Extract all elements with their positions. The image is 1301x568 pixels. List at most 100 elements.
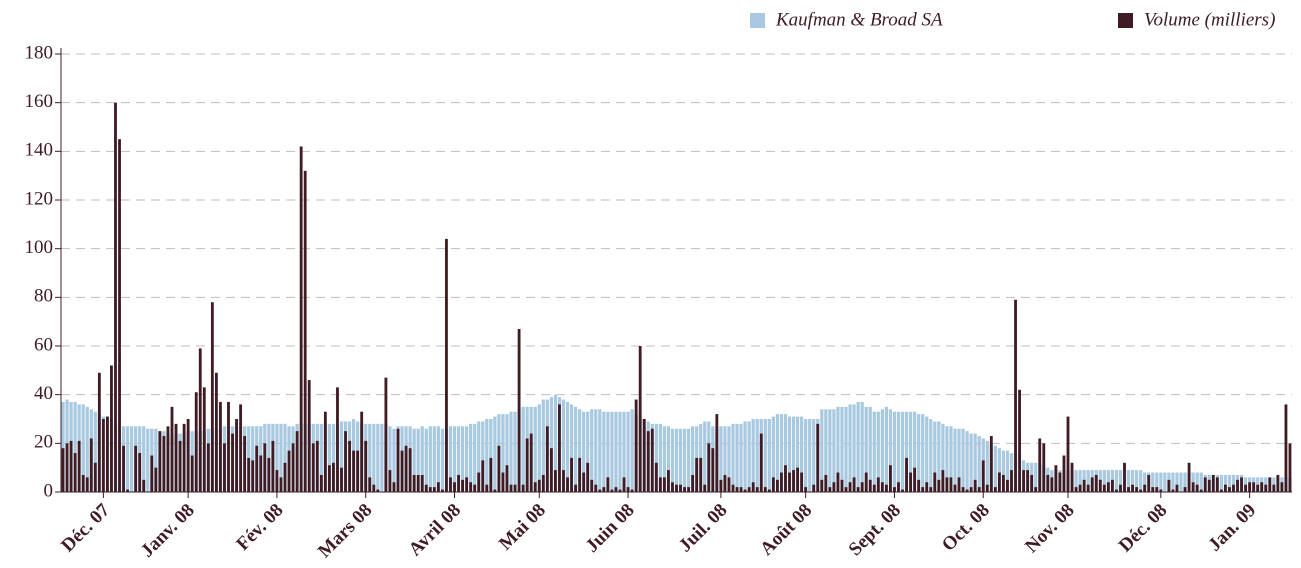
bar bbox=[1119, 484, 1122, 492]
bar bbox=[537, 479, 541, 492]
bar bbox=[792, 470, 795, 492]
bar bbox=[933, 421, 937, 492]
bar bbox=[788, 472, 791, 492]
x-tick-label: Déc. 08 bbox=[1115, 500, 1172, 557]
bar bbox=[945, 477, 949, 492]
x-tick-label: Mai 08 bbox=[495, 500, 550, 555]
bar bbox=[432, 487, 436, 492]
bar bbox=[993, 445, 997, 492]
bar bbox=[1219, 474, 1223, 492]
bar bbox=[715, 414, 719, 492]
bar bbox=[1244, 484, 1247, 492]
bar bbox=[800, 416, 804, 492]
bar bbox=[743, 489, 747, 492]
bar bbox=[1022, 470, 1026, 492]
bar bbox=[864, 472, 868, 492]
bar bbox=[517, 328, 521, 492]
bar bbox=[77, 440, 81, 492]
bar bbox=[828, 409, 832, 492]
bar bbox=[1199, 489, 1203, 492]
bar bbox=[1102, 470, 1106, 492]
bar bbox=[420, 474, 424, 492]
bar bbox=[493, 416, 497, 492]
x-tick-label: Fév. 08 bbox=[232, 500, 287, 555]
bar bbox=[622, 477, 626, 492]
bar bbox=[1058, 472, 1062, 492]
bar bbox=[146, 428, 150, 492]
bar bbox=[1110, 479, 1114, 492]
bar bbox=[1115, 489, 1118, 492]
bar bbox=[1050, 477, 1054, 492]
bar bbox=[327, 465, 331, 492]
bar bbox=[1272, 484, 1276, 492]
bar bbox=[456, 426, 461, 492]
x-tick-label: Oct. 08 bbox=[938, 500, 994, 556]
bar bbox=[85, 406, 89, 492]
bar bbox=[1026, 470, 1030, 492]
bar bbox=[1143, 472, 1147, 492]
bar bbox=[521, 484, 525, 492]
bar bbox=[671, 482, 674, 492]
bar bbox=[767, 489, 771, 492]
bar bbox=[372, 423, 376, 492]
bar bbox=[957, 477, 961, 492]
x-tick-label: Mars 08 bbox=[314, 500, 376, 562]
bar bbox=[1139, 489, 1143, 492]
bar bbox=[638, 346, 642, 492]
bar bbox=[283, 462, 287, 492]
bar bbox=[291, 443, 295, 492]
bar bbox=[808, 419, 812, 492]
bar bbox=[566, 477, 569, 492]
bar bbox=[892, 411, 897, 492]
bar bbox=[1183, 472, 1187, 492]
bar bbox=[477, 472, 481, 492]
bar bbox=[549, 397, 553, 492]
bar bbox=[525, 438, 529, 492]
bar bbox=[85, 477, 89, 492]
bar bbox=[868, 479, 872, 492]
bar bbox=[884, 406, 888, 492]
bar bbox=[473, 423, 477, 492]
bar bbox=[1006, 479, 1009, 492]
bar bbox=[1151, 487, 1155, 492]
bar bbox=[630, 489, 634, 492]
bar bbox=[667, 470, 670, 492]
bar bbox=[840, 479, 844, 492]
bar bbox=[876, 477, 880, 492]
bar bbox=[1130, 470, 1135, 492]
bar bbox=[679, 484, 682, 492]
bar bbox=[941, 423, 945, 492]
bar bbox=[473, 484, 477, 492]
bar bbox=[1010, 470, 1013, 492]
bar bbox=[634, 399, 638, 492]
bar bbox=[380, 423, 384, 492]
bar bbox=[1135, 487, 1139, 492]
bar bbox=[1199, 472, 1203, 492]
bar bbox=[73, 453, 77, 492]
x-tick-label: Jan. 09 bbox=[1204, 500, 1260, 556]
y-tick-label: 60 bbox=[34, 334, 53, 355]
legend-label: Volume (milliers) bbox=[1144, 9, 1275, 30]
bar bbox=[731, 484, 735, 492]
bar bbox=[416, 428, 420, 492]
bar bbox=[1232, 484, 1235, 492]
bar bbox=[126, 489, 130, 492]
bar bbox=[1171, 472, 1175, 492]
bar bbox=[860, 482, 864, 492]
bar bbox=[247, 457, 251, 492]
bar bbox=[481, 460, 485, 492]
bar bbox=[1228, 487, 1231, 492]
bar bbox=[61, 448, 65, 492]
bar bbox=[1086, 484, 1090, 492]
bar bbox=[929, 419, 933, 492]
bar bbox=[376, 423, 380, 492]
bar bbox=[81, 404, 85, 492]
bar bbox=[735, 423, 739, 492]
bar bbox=[1118, 470, 1123, 492]
bar bbox=[606, 411, 610, 492]
bar bbox=[594, 409, 598, 492]
bar bbox=[1211, 474, 1215, 492]
bar bbox=[509, 484, 513, 492]
bar bbox=[1131, 484, 1134, 492]
bar bbox=[1256, 484, 1260, 492]
